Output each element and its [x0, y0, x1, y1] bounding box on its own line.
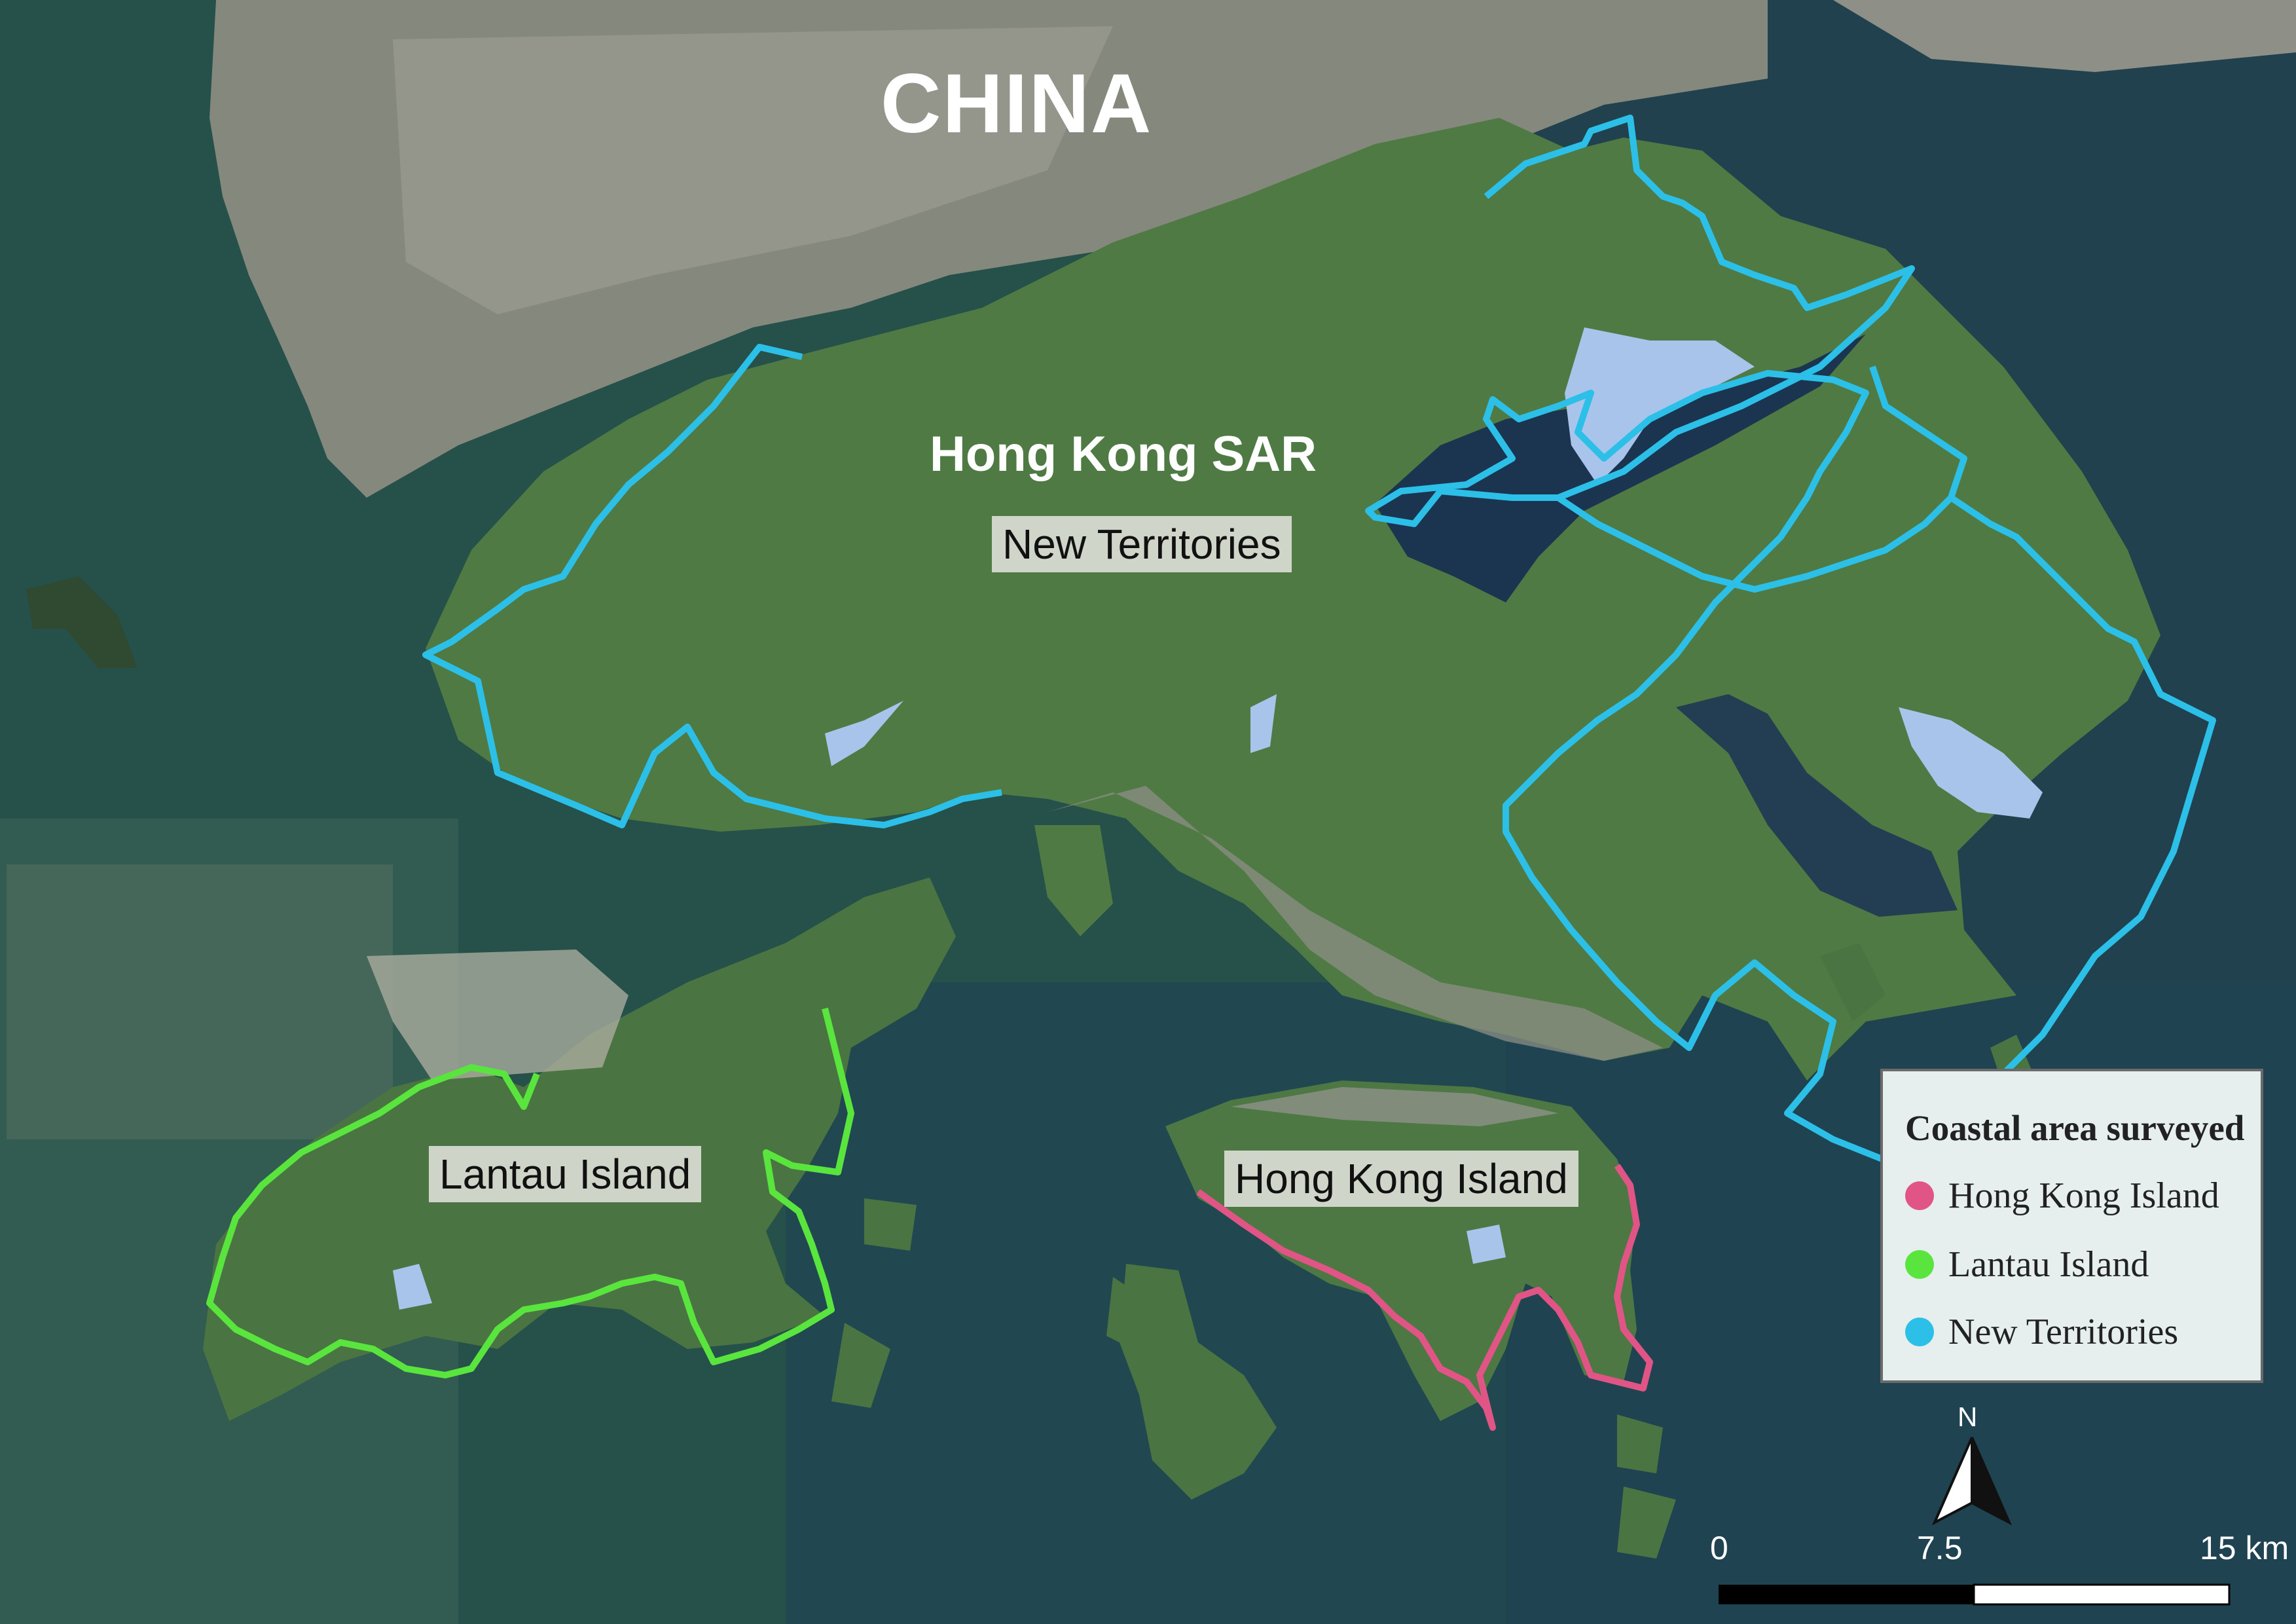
legend-title: Coastal area surveyed: [1905, 1108, 2245, 1148]
tsing-yi: [1034, 825, 1113, 936]
tung-lung: [1617, 1414, 1663, 1473]
coast-new-territories-east: [1365, 115, 2216, 1189]
legend-swatch-new-territories: [1905, 1318, 1934, 1346]
sai-kung-bay: [1676, 694, 1958, 917]
legend-item-new-territories: New Territories: [1905, 1312, 2178, 1352]
coast-hk-island: [1196, 1164, 1653, 1431]
label-hong-kong-island: Hong Kong Island: [1224, 1151, 1578, 1207]
scale-bar-white: [1973, 1583, 2231, 1606]
shing-mun-reservoir: [1250, 694, 1277, 753]
kowloon-urban: [1048, 786, 1663, 1061]
coast-lantau: [206, 1007, 854, 1378]
shek-pik-reservoir: [393, 1264, 432, 1310]
po-toi: [1617, 1486, 1676, 1559]
peng-chau: [864, 1198, 917, 1251]
shenzhen-port: [1833, 0, 2296, 72]
tai-lam-reservoir: [825, 701, 903, 766]
label-lantau-island: Lantau Island: [429, 1146, 702, 1202]
legend-item-hong-kong-island: Hong Kong Island: [1905, 1175, 2219, 1216]
label-hong-kong-sar: Hong Kong SAR: [930, 426, 1317, 482]
plover-cove-reservoir: [1565, 327, 1755, 485]
label-china: CHINA: [881, 57, 1153, 151]
scale-bar-black: [1719, 1585, 1974, 1604]
lamma-island-west: [1106, 1277, 1152, 1349]
hk-island-urban: [1231, 1087, 1558, 1126]
tolo-harbour: [1375, 334, 1866, 602]
airport: [367, 950, 629, 1080]
high-island-reservoir: [1899, 707, 2043, 819]
coast-new-territories-west: [422, 344, 1002, 828]
legend-label-lantau-island: Lantau Island: [1948, 1244, 2149, 1285]
urban-grid: [393, 26, 1113, 314]
map-legend: Coastal area surveyed Hong Kong Island L…: [1880, 1069, 2263, 1383]
label-new-territories: New Territories: [992, 516, 1292, 572]
scale-label-15-km: 15 km: [2200, 1530, 2289, 1566]
legend-label-hong-kong-island: Hong Kong Island: [1948, 1175, 2219, 1216]
lamma-island: [1120, 1264, 1277, 1500]
legend-label-new-territories: New Territories: [1948, 1312, 2179, 1352]
tai-tam-reservoir: [1467, 1225, 1506, 1264]
mud-flats: [7, 864, 393, 1139]
legend-swatch-hong-kong-island: [1905, 1181, 1934, 1210]
sai-kung-islands: [1820, 943, 2036, 1087]
legend-item-lantau-island: Lantau Island: [1905, 1244, 2149, 1285]
north-arrow-label: N: [1958, 1401, 1978, 1432]
chek-lap-kok-island: [26, 576, 137, 668]
legend-swatch-lantau-island: [1905, 1250, 1934, 1279]
coast-new-territories-mid: [1556, 494, 1954, 593]
scale-label-0: 0: [1710, 1530, 1728, 1566]
north-arrow-right: [1971, 1437, 2013, 1526]
cheung-chau: [831, 1323, 890, 1408]
scale-label-7-5: 7.5: [1917, 1530, 1963, 1566]
